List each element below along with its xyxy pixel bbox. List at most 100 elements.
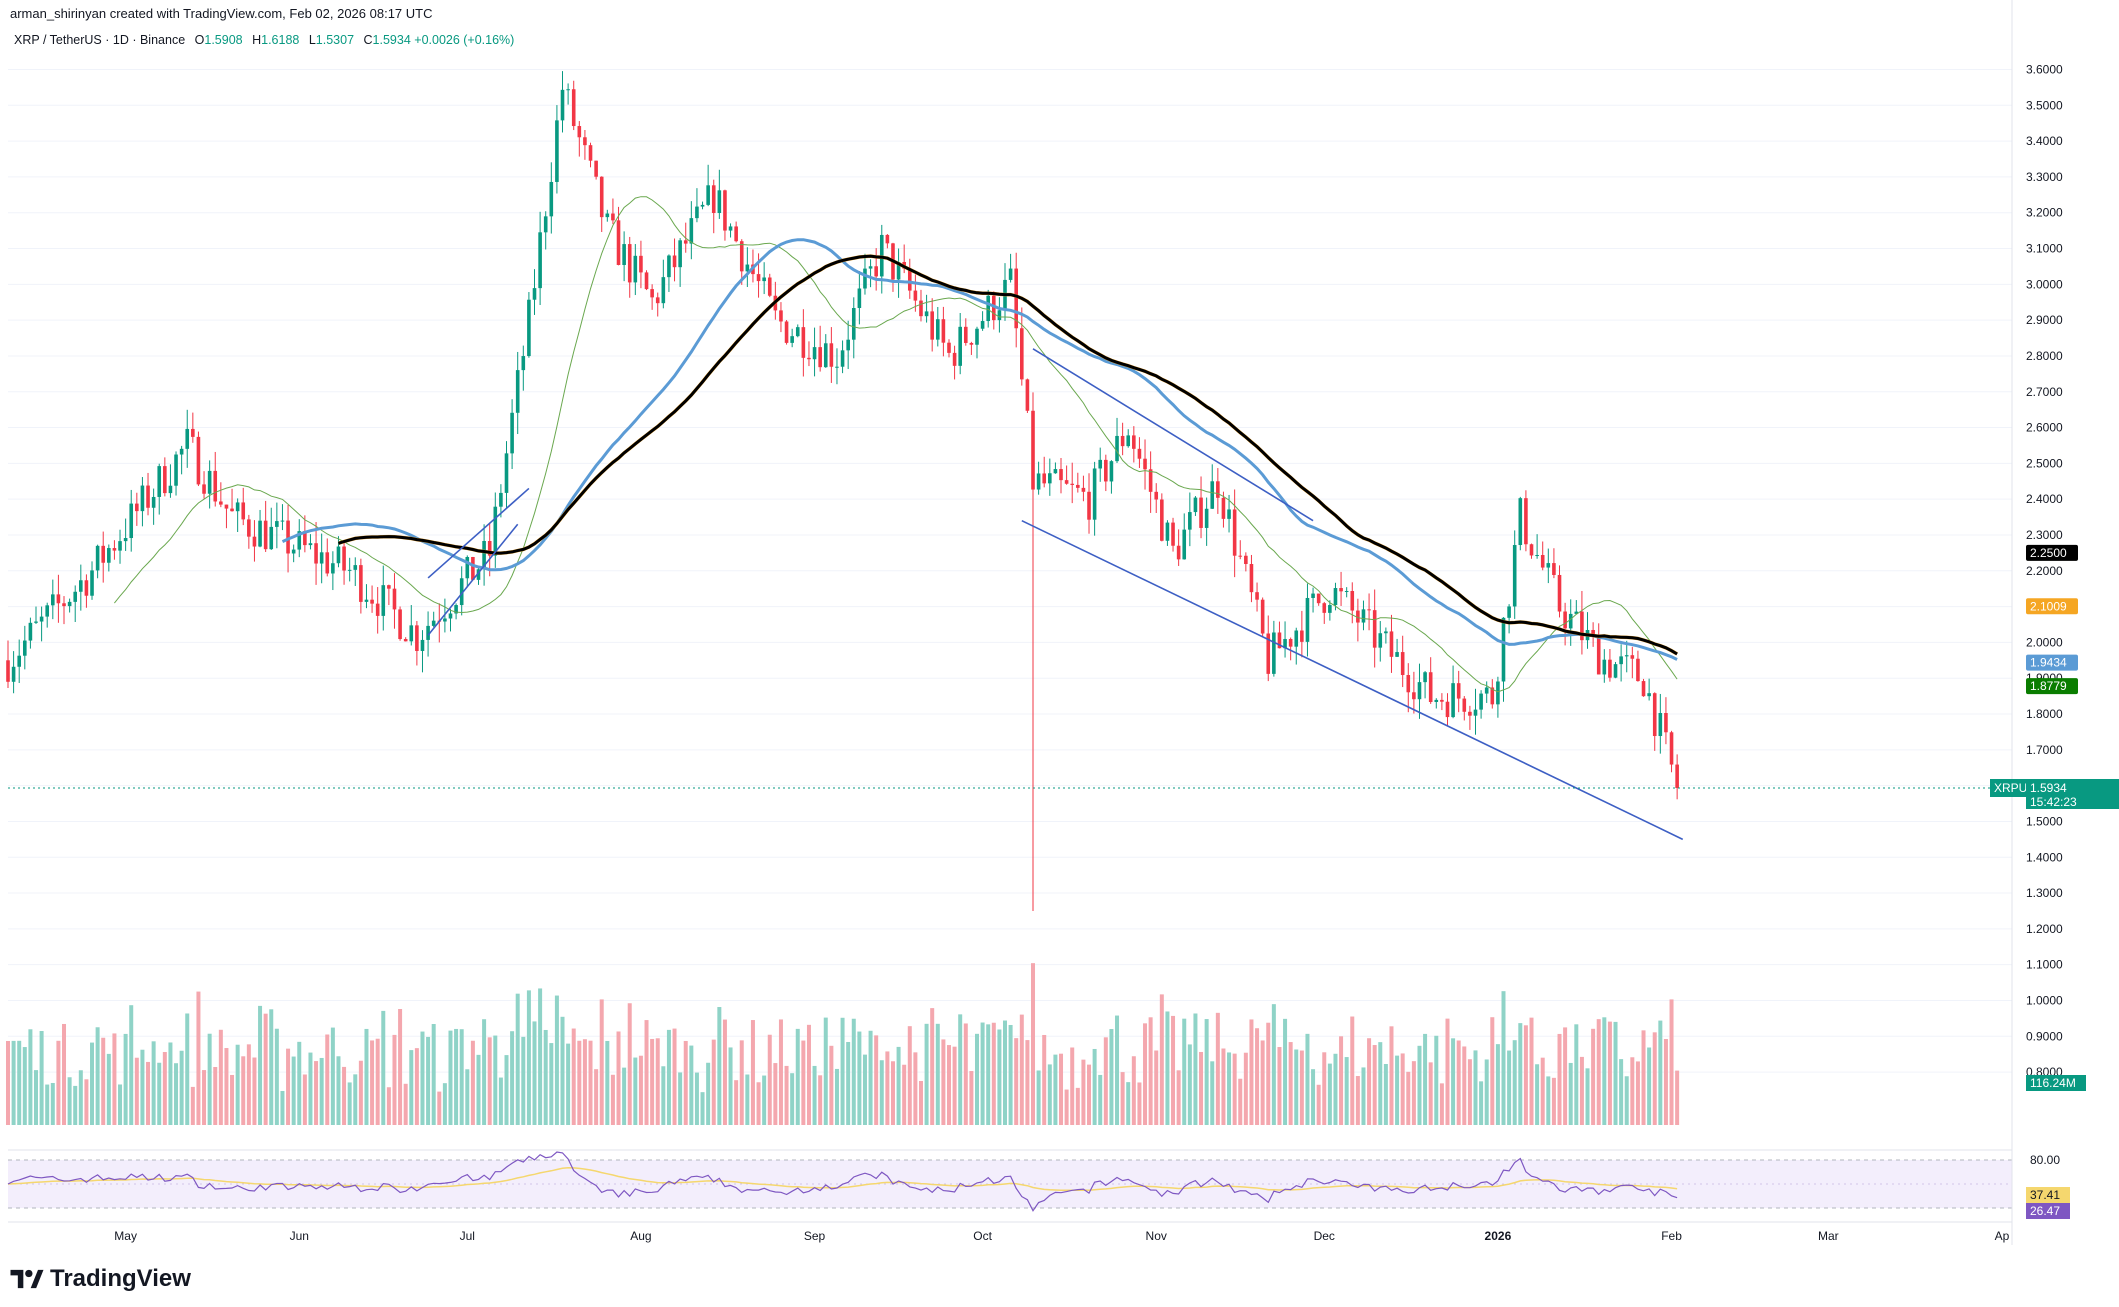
volume-bar <box>706 1062 711 1125</box>
candle-body <box>79 580 83 592</box>
price-tick-label: 2.0000 <box>2026 635 2063 649</box>
volume-bar <box>924 1023 929 1125</box>
candle-body <box>1165 522 1170 541</box>
channel-upper-line <box>1032 348 1314 522</box>
volume-bar <box>1395 1055 1400 1125</box>
high-label: H <box>252 33 262 47</box>
volume-bar <box>1204 1019 1209 1125</box>
rising-channel-upper-line <box>427 487 530 579</box>
price-tag <box>2026 544 2078 561</box>
volume-bar <box>1557 1033 1562 1125</box>
volume-bar <box>862 1054 867 1125</box>
volume-bar <box>431 1024 436 1125</box>
volume-bar <box>1299 1050 1304 1125</box>
volume-bar <box>1389 1026 1394 1125</box>
volume-bar <box>1098 1074 1103 1125</box>
volume-bar <box>1120 1072 1125 1125</box>
volume-bar <box>991 1022 996 1125</box>
volume-bar <box>610 1074 615 1125</box>
volume-bar <box>846 1041 851 1125</box>
candle-body <box>504 453 509 493</box>
volume-bar <box>1126 1082 1131 1125</box>
volume-bar <box>918 1080 923 1125</box>
volume-bar <box>1367 1038 1372 1125</box>
volume-bar <box>90 1042 95 1125</box>
price-tick-label: 3.1000 <box>2026 242 2063 256</box>
volume-bar <box>325 1034 330 1125</box>
ma20-line <box>114 196 1678 693</box>
candle-body <box>980 321 985 329</box>
volume-bar <box>700 1092 705 1125</box>
symbol-name[interactable]: XRP / TetherUS · 1D · Binance <box>14 33 186 47</box>
volume-bar <box>364 1028 369 1125</box>
volume-bar <box>174 1063 179 1125</box>
volume-bar <box>39 1031 44 1125</box>
volume-bar <box>1199 1051 1204 1125</box>
candle-body <box>790 336 794 343</box>
volume-bar <box>202 1070 207 1125</box>
candle-body <box>1445 701 1450 718</box>
candle-body <box>1255 592 1259 600</box>
volume-bar <box>627 1003 632 1125</box>
candle-body <box>639 255 643 273</box>
volume-bar <box>678 1072 683 1125</box>
volume-bar <box>1227 1052 1232 1125</box>
volume-bar <box>1187 1044 1192 1125</box>
volume-bar <box>73 1085 78 1125</box>
volume-bar <box>1647 1047 1652 1125</box>
candle-body <box>314 543 318 564</box>
candle-body <box>291 549 296 554</box>
candle-body <box>1361 609 1366 623</box>
volume-bar <box>762 1075 767 1125</box>
volume-bar <box>129 1005 134 1125</box>
volume-bar <box>213 1067 218 1125</box>
volume-bar <box>1283 1018 1288 1125</box>
candle-body <box>1092 468 1097 520</box>
candle-body <box>247 519 251 537</box>
volume-bar <box>594 1069 599 1125</box>
volume-bar <box>78 1070 83 1125</box>
candle-body <box>1216 481 1220 498</box>
time-tick-label: Jul <box>460 1229 475 1243</box>
volume-bar <box>1277 1047 1282 1125</box>
tradingview-icon <box>10 1269 44 1289</box>
candle-body <box>112 548 117 551</box>
close-label: C <box>363 33 373 47</box>
volume-bar <box>554 995 559 1125</box>
candle-body <box>538 232 542 289</box>
volume-bar <box>330 1027 335 1125</box>
candle-body <box>515 370 520 413</box>
volume-bar <box>1165 1011 1170 1125</box>
volume-bar <box>739 1040 744 1125</box>
volume-bar <box>1641 1030 1646 1125</box>
candle-body <box>493 506 498 556</box>
volume-bar <box>795 1028 800 1125</box>
last-price-tag <box>2026 778 2119 809</box>
candle-body <box>375 603 380 616</box>
price-tick-label: 2.4000 <box>2026 492 2063 506</box>
candle-body <box>560 89 565 121</box>
candle-body <box>1328 605 1332 613</box>
volume-bar <box>34 1070 39 1125</box>
candle-body <box>1484 687 1489 694</box>
volume-bar <box>403 1083 408 1125</box>
volume-bar <box>1400 1053 1405 1125</box>
candle-body <box>1277 632 1282 649</box>
volume-bar <box>1327 1063 1332 1125</box>
volume-bar <box>1148 1017 1153 1125</box>
volume-bar <box>1361 1067 1366 1125</box>
candle-body <box>370 599 374 604</box>
candle-body <box>1042 473 1047 484</box>
candle-body <box>1507 606 1511 618</box>
candle-body <box>426 625 430 640</box>
volume-bar <box>1031 963 1036 1125</box>
tradingview-logo[interactable]: TradingView <box>10 1265 191 1293</box>
candle-body <box>353 565 358 570</box>
candle-body <box>667 255 671 278</box>
candle-body <box>997 310 1002 321</box>
volume-bar <box>974 1033 979 1125</box>
candle-body <box>1048 473 1052 484</box>
candle-body <box>224 504 229 509</box>
candle-body <box>263 520 268 550</box>
